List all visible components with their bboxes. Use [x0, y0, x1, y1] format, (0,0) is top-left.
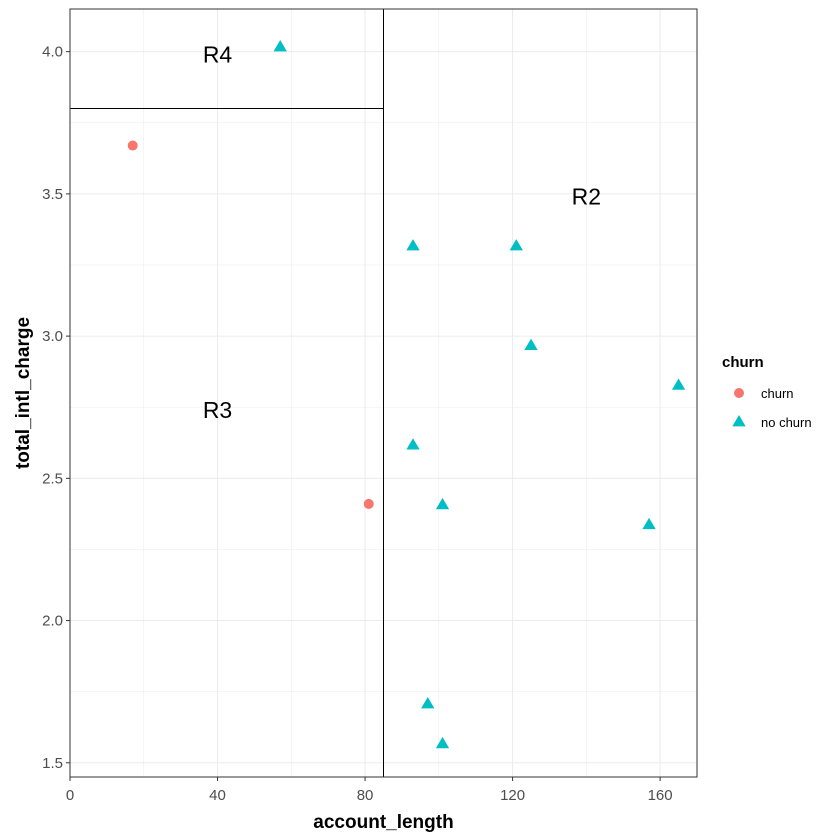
point-no-churn	[524, 338, 538, 350]
x-tick-label: 80	[357, 787, 374, 804]
point-no-churn	[671, 378, 686, 390]
point-churn	[127, 140, 138, 151]
y-tick-label: 2.0	[42, 613, 63, 630]
point-no-churn	[509, 239, 523, 251]
split-lines	[70, 9, 384, 777]
y-tick-label: 1.5	[42, 755, 63, 772]
x-tick-label: 0	[66, 787, 74, 804]
legend-key-no-churn	[732, 415, 746, 427]
point-no-churn	[273, 39, 287, 52]
x-axis-title: account_length	[313, 812, 453, 833]
y-tick-label: 3.0	[42, 328, 63, 345]
y-tick-label: 4.0	[42, 44, 63, 61]
y-tick-label: 3.5	[42, 186, 63, 203]
point-no-churn	[642, 517, 656, 530]
x-tick-label: 160	[648, 787, 673, 804]
y-tick-label: 2.5	[42, 470, 63, 487]
x-axis: 0 40 80 120 160	[66, 777, 673, 804]
region-label-r2: R2	[572, 184, 601, 210]
data-points	[127, 39, 686, 749]
point-no-churn	[406, 239, 420, 251]
region-labels: R4 R2 R3	[203, 42, 601, 424]
point-no-churn	[421, 697, 435, 709]
legend-title: churn	[722, 354, 764, 371]
x-tick-label: 120	[500, 787, 525, 804]
point-churn	[363, 498, 374, 509]
x-tick-label: 40	[209, 787, 226, 804]
panel-border	[69, 8, 698, 778]
legend: churn churn no churn	[722, 354, 812, 430]
y-axis: 1.5 2.0 2.5 3.0 3.5 4.0	[42, 44, 70, 772]
region-label-r3: R3	[203, 397, 232, 423]
point-no-churn	[435, 497, 450, 510]
point-no-churn	[435, 736, 450, 749]
legend-label: churn	[761, 386, 794, 401]
y-axis-title: total_intl_charge	[13, 317, 34, 469]
point-no-churn	[406, 438, 420, 450]
legend-key-churn	[734, 388, 744, 398]
region-label-r4: R4	[203, 42, 233, 68]
legend-label: no churn	[761, 415, 812, 430]
